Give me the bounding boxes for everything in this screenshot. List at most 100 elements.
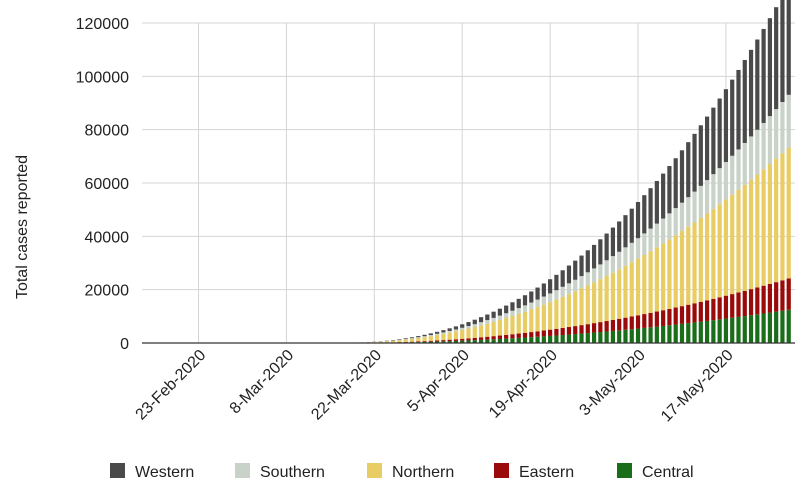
bar-western	[730, 80, 734, 156]
bar-northern	[535, 307, 539, 331]
bar-northern	[573, 291, 577, 326]
bar-western	[416, 336, 420, 337]
bars	[347, 0, 791, 343]
bar-central	[611, 331, 615, 343]
bar-northern	[422, 337, 426, 341]
bar-western	[762, 29, 766, 123]
bar-central	[548, 336, 552, 343]
bar-southern	[517, 308, 521, 314]
bar-western	[630, 209, 634, 243]
bar-southern	[787, 95, 791, 148]
bar-southern	[718, 168, 722, 204]
bar-western	[435, 332, 439, 334]
bar-northern	[780, 153, 784, 280]
bar-eastern	[504, 335, 508, 339]
bar-southern	[774, 109, 778, 159]
legend-swatch-western	[110, 463, 125, 478]
bar-southern	[642, 233, 646, 255]
bar-western	[699, 125, 703, 186]
bar-central	[523, 338, 527, 343]
bar-eastern	[736, 292, 740, 316]
bar-western	[768, 18, 772, 116]
bar-central	[623, 330, 627, 343]
bar-western	[648, 188, 652, 228]
bar-eastern	[667, 309, 671, 325]
bar-southern	[686, 197, 690, 227]
bar-western	[780, 0, 784, 102]
bar-western	[479, 317, 483, 322]
bar-northern	[391, 341, 395, 342]
bar-northern	[774, 159, 778, 282]
bar-northern	[636, 259, 640, 316]
bar-central	[561, 335, 565, 343]
bar-eastern	[466, 338, 470, 340]
bar-eastern	[567, 327, 571, 335]
bar-eastern	[529, 332, 533, 337]
bar-eastern	[410, 342, 414, 343]
bar-southern	[661, 219, 665, 244]
bar-eastern	[548, 330, 552, 336]
bar-western	[422, 335, 426, 336]
bar-southern	[655, 224, 659, 248]
legend-label-central: Central	[642, 464, 694, 481]
bar-eastern	[523, 333, 527, 338]
bar-southern	[523, 305, 527, 311]
bar-southern	[611, 256, 615, 273]
x-tick-label: 17-May-2020	[658, 347, 737, 426]
bar-central	[787, 310, 791, 343]
bar-western	[642, 195, 646, 233]
bar-northern	[736, 190, 740, 293]
bar-southern	[567, 283, 571, 294]
bar-northern	[448, 333, 452, 340]
bar-southern	[529, 303, 533, 310]
y-tick-label: 40000	[85, 229, 130, 246]
bar-eastern	[605, 321, 609, 331]
legend-label-eastern: Eastern	[519, 464, 574, 481]
bar-eastern	[686, 305, 690, 323]
y-tick-label: 120000	[76, 16, 129, 33]
bar-southern	[410, 338, 414, 339]
bar-central	[529, 337, 533, 343]
bar-northern	[404, 340, 408, 342]
bar-southern	[466, 326, 470, 329]
bar-northern	[648, 251, 652, 313]
bar-central	[504, 339, 508, 343]
bar-eastern	[448, 340, 452, 341]
bar-central	[749, 315, 753, 343]
bar-western	[661, 174, 665, 219]
bar-southern	[680, 203, 684, 231]
bar-eastern	[762, 286, 766, 314]
bar-northern	[504, 318, 508, 335]
bar-southern	[416, 337, 420, 338]
bar-northern	[768, 164, 772, 284]
bar-western	[692, 134, 696, 192]
bar-western	[410, 337, 414, 338]
bar-western	[711, 108, 715, 175]
bar-eastern	[435, 340, 439, 341]
bar-northern	[429, 336, 433, 341]
bar-central	[642, 328, 646, 343]
bar-southern	[730, 156, 734, 195]
x-tick-label: 8-Mar-2020	[227, 347, 298, 418]
bar-central	[667, 325, 671, 343]
bar-western	[529, 291, 533, 302]
bar-central	[592, 333, 596, 343]
bar-central	[579, 334, 583, 343]
bar-central	[498, 339, 502, 343]
bar-eastern	[692, 303, 696, 322]
bar-western	[680, 150, 684, 202]
bar-northern	[724, 200, 728, 296]
bar-southern	[598, 264, 602, 279]
bar-southern	[542, 297, 546, 305]
bar-central	[768, 313, 772, 343]
bar-southern	[623, 247, 627, 266]
bar-western	[561, 270, 565, 287]
y-tick-label: 60000	[85, 176, 130, 193]
bar-central	[510, 338, 514, 343]
bar-central	[755, 314, 759, 343]
bar-western	[460, 324, 464, 327]
bar-western	[448, 328, 452, 331]
bar-southern	[699, 186, 703, 218]
bar-eastern	[510, 334, 514, 338]
